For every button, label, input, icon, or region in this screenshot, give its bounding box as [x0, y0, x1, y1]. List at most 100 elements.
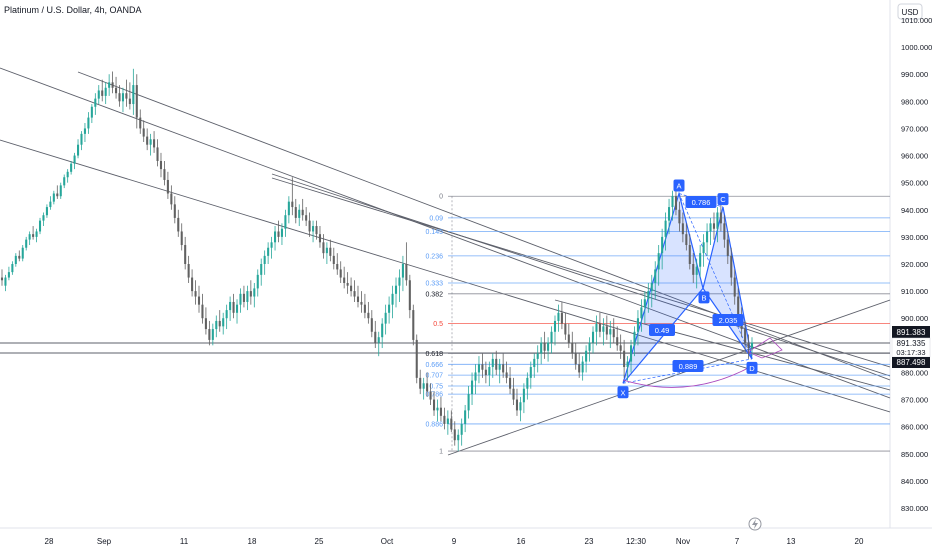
candle-body: [619, 345, 622, 351]
candle-body: [702, 242, 705, 254]
harmonic-ratio-label-bg: [672, 360, 704, 372]
harmonic-ratio-label-bg: [649, 324, 675, 336]
candle-body: [706, 231, 709, 243]
candle-body: [56, 193, 59, 197]
candle-body: [585, 350, 588, 362]
candle-body: [464, 410, 467, 424]
candle-body: [28, 234, 31, 240]
candle-body: [636, 318, 639, 332]
candle-body: [222, 318, 225, 327]
currency-label: USD: [902, 8, 919, 17]
y-tick-label: 870.000: [901, 396, 928, 405]
candle-body: [581, 361, 584, 373]
candle-body: [90, 106, 93, 118]
harmonic-point-label-bg: [717, 193, 729, 206]
candle-body: [377, 337, 380, 343]
trendline[interactable]: [447, 299, 891, 456]
candle-body: [270, 242, 273, 248]
harmonic-ratio-label: 0.786: [692, 198, 711, 207]
candle-body: [685, 234, 688, 246]
candle-body: [260, 264, 263, 275]
trendline[interactable]: [77, 71, 891, 381]
fib-level-label: 0.666: [425, 362, 443, 369]
candle-body: [77, 144, 80, 156]
candle-body: [716, 212, 719, 229]
trendline[interactable]: [0, 139, 891, 413]
candle-body: [253, 288, 256, 297]
candle-body: [450, 418, 453, 430]
x-tick-label: Sep: [97, 537, 112, 546]
x-tick-label: 13: [787, 537, 796, 546]
candle-body: [374, 331, 377, 343]
candle-body: [70, 163, 73, 172]
y-tick-label: 1000.000: [901, 43, 932, 52]
candle-body: [640, 307, 643, 319]
candle-body: [115, 87, 118, 94]
fib-level-label: 0.333: [425, 280, 443, 287]
trendline[interactable]: [271, 177, 891, 368]
candle-body: [650, 282, 653, 292]
fib-level-label: 0.75: [429, 384, 443, 391]
candle-body: [97, 90, 100, 99]
trendlines[interactable]: [0, 67, 891, 456]
price-badge-lower-text: 887.498: [897, 358, 926, 367]
symbol-title: Platinum / U.S. Dollar, 4h, OANDA: [4, 5, 142, 15]
harmonic-point-label: C: [720, 195, 726, 204]
lightning-icon[interactable]: [748, 517, 762, 531]
candle-body: [723, 223, 726, 240]
harmonic-point-label-bg: [617, 386, 629, 399]
fib-level-label: 0.707: [425, 373, 443, 380]
trendline[interactable]: [271, 173, 891, 377]
candle-body: [139, 117, 142, 129]
x-tick-label: Nov: [676, 537, 690, 546]
candle-body: [80, 133, 83, 145]
y-tick-label: 930.000: [901, 233, 928, 242]
candle-body: [529, 367, 532, 378]
candle-body: [429, 391, 432, 400]
candle-body: [38, 220, 42, 232]
candle-body: [343, 277, 346, 283]
candle-body: [118, 93, 121, 102]
candle-body: [42, 215, 45, 221]
x-tick-label: 7: [735, 537, 740, 546]
harmonic-point-label: B: [701, 293, 706, 302]
candle-body: [495, 358, 498, 370]
y-tick-label: 860.000: [901, 423, 928, 432]
candle-body: [294, 207, 297, 218]
y-tick-label: 850.000: [901, 450, 928, 459]
y-axis-ticks: 1010.000 1000.000 990.000 980.000 970.000 960…: [901, 16, 932, 513]
candle-body: [180, 231, 183, 246]
candle-body: [540, 342, 543, 354]
harmonic-ratio-label-bg: [712, 314, 744, 326]
candle-body: [498, 364, 501, 370]
y-tick-label: 880.000: [901, 368, 928, 377]
candle-body: [291, 201, 294, 208]
candle-body: [688, 245, 691, 264]
candle-body: [32, 234, 35, 237]
harmonic-labels: X A B C D 0.786 0.49 2.035 0.889: [617, 179, 758, 399]
harmonic-point-label-bg: [746, 361, 758, 374]
x-tick-label: 16: [517, 537, 526, 546]
y-tick-label: 990.000: [901, 70, 928, 79]
candle-body: [547, 342, 550, 351]
fib-level-label: 0.618: [425, 351, 443, 358]
candle-body: [733, 277, 736, 297]
candle-body: [52, 193, 55, 202]
candle-body: [367, 312, 370, 319]
harmonic-ratio-label: 0.889: [679, 362, 698, 371]
candle-body: [49, 201, 52, 208]
candle-body: [477, 364, 480, 373]
candle-body: [263, 255, 266, 264]
candle-body: [356, 296, 360, 302]
candle-body: [163, 169, 166, 180]
fib-level-label: 0.145: [425, 229, 443, 236]
candle-body: [391, 293, 394, 305]
y-tick-label: 970.000: [901, 124, 928, 133]
currency-button[interactable]: USD: [897, 3, 923, 20]
candle-body: [87, 117, 90, 129]
candle-body: [699, 253, 702, 267]
price-badge-middle-text: 891.335: [897, 339, 926, 348]
candle-body: [249, 291, 252, 297]
candle-body: [419, 377, 422, 389]
